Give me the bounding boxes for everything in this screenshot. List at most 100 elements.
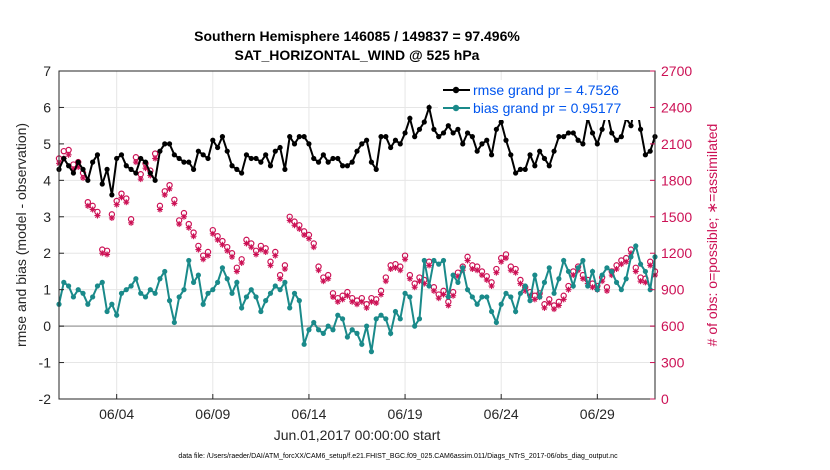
bias-point <box>604 265 610 271</box>
assimilated-obs-point <box>238 259 245 266</box>
asterisk-stroke <box>311 244 317 250</box>
asterisk-stroke <box>479 272 485 278</box>
legend-rmse-label: rmse grand pr = 4.7526 <box>473 82 619 98</box>
assimilated-obs-point <box>565 286 572 293</box>
assimilated-obs-point <box>152 155 159 162</box>
bias-point <box>162 268 168 275</box>
y-left-tick-label: 7 <box>43 63 51 79</box>
rmse-point <box>229 163 235 169</box>
assimilated-obs-point <box>334 298 341 305</box>
x-tick-label: 06/29 <box>580 406 615 422</box>
assimilated-obs-point <box>503 255 509 262</box>
asterisk-stroke <box>349 299 355 305</box>
rmse-point <box>138 155 144 162</box>
rmse-point <box>315 159 322 165</box>
bias-point <box>460 265 466 271</box>
assimilated-obs-point <box>200 256 207 263</box>
asterisk-stroke <box>378 292 384 298</box>
rmse-point <box>354 148 360 154</box>
rmse-point <box>460 141 466 147</box>
asterisk-stroke <box>320 278 326 284</box>
bias-point <box>445 294 451 300</box>
rmse-point <box>335 155 341 162</box>
bias-point <box>397 316 403 322</box>
asterisk-stroke <box>618 261 624 267</box>
bias-point <box>580 257 586 264</box>
asterisk-stroke <box>445 302 451 308</box>
bias-point <box>613 279 620 285</box>
asterisk-stroke <box>325 276 331 282</box>
bias-point <box>224 276 230 282</box>
asterisk-stroke <box>162 192 168 198</box>
legend-box <box>438 80 650 120</box>
y-right-tick-label: 0 <box>661 391 669 407</box>
asterisk-stroke <box>546 300 552 306</box>
rmse-point <box>440 130 447 136</box>
rmse-point <box>368 159 375 165</box>
asterisk-stroke <box>383 278 389 284</box>
rmse-point <box>455 126 461 132</box>
bias-point <box>195 272 201 278</box>
rmse-point <box>277 144 283 151</box>
bias-point <box>118 290 125 296</box>
rmse-point <box>325 159 331 165</box>
rmse-point <box>479 141 485 147</box>
asterisk-stroke <box>633 268 639 274</box>
bias-point <box>296 298 302 304</box>
rmse-point <box>412 134 418 140</box>
bias-point <box>320 330 326 336</box>
assimilated-obs-point <box>555 302 562 309</box>
asterisk-stroke <box>416 278 422 284</box>
asterisk-stroke <box>614 266 620 272</box>
bias-point <box>436 261 442 267</box>
x-tick-label: 06/09 <box>195 406 230 422</box>
bias-point <box>440 257 447 264</box>
assimilated-obs-point <box>253 251 260 258</box>
rmse-point <box>190 166 197 172</box>
assimilated-obs-point <box>286 217 293 224</box>
assimilated-obs-point <box>368 298 375 305</box>
rmse-point <box>291 141 298 147</box>
asterisk-stroke <box>186 225 192 231</box>
y-right-tick-label: 2400 <box>661 99 692 115</box>
rmse-point <box>70 170 77 176</box>
bias-point <box>90 294 96 300</box>
assimilated-obs-point <box>406 275 413 282</box>
asterisk-stroke <box>368 299 374 305</box>
asterisk-stroke <box>623 259 629 265</box>
bias-point <box>599 272 605 278</box>
bias-point <box>383 316 389 322</box>
rmse-point <box>118 152 125 158</box>
rmse-point <box>123 163 129 169</box>
rmse-point <box>551 148 557 154</box>
asterisk-stroke <box>99 250 105 256</box>
asterisk-stroke <box>292 222 298 228</box>
y-left-tick-label: 3 <box>43 209 51 225</box>
asterisk-stroke <box>66 152 72 158</box>
asterisk-stroke <box>171 200 177 206</box>
bias-point <box>412 323 418 329</box>
asterisk-stroke <box>556 302 562 308</box>
assimilated-obs-point <box>257 246 264 253</box>
chart-title-line1: Southern Hemisphere 146085 / 149837 = 97… <box>194 28 520 44</box>
assimilated-obs-point <box>430 287 437 294</box>
asterisk-stroke <box>340 296 346 302</box>
rmse-point <box>224 148 230 154</box>
rmse-point <box>176 155 182 162</box>
asterisk-stroke <box>474 267 480 273</box>
bias-point <box>633 243 639 249</box>
rmse-point <box>493 126 499 132</box>
bias-point <box>594 287 600 293</box>
rmse-point <box>378 134 384 140</box>
bias-point <box>556 276 562 282</box>
bias-point <box>364 323 370 329</box>
assimilated-obs-point <box>219 241 226 248</box>
asterisk-stroke <box>253 251 259 257</box>
assimilated-obs-point <box>233 268 240 275</box>
assimilated-obs-point <box>248 244 255 251</box>
rmse-point <box>239 170 245 176</box>
asterisk-stroke <box>224 248 230 254</box>
rmse-point <box>527 152 533 158</box>
rmse-point <box>392 137 399 143</box>
